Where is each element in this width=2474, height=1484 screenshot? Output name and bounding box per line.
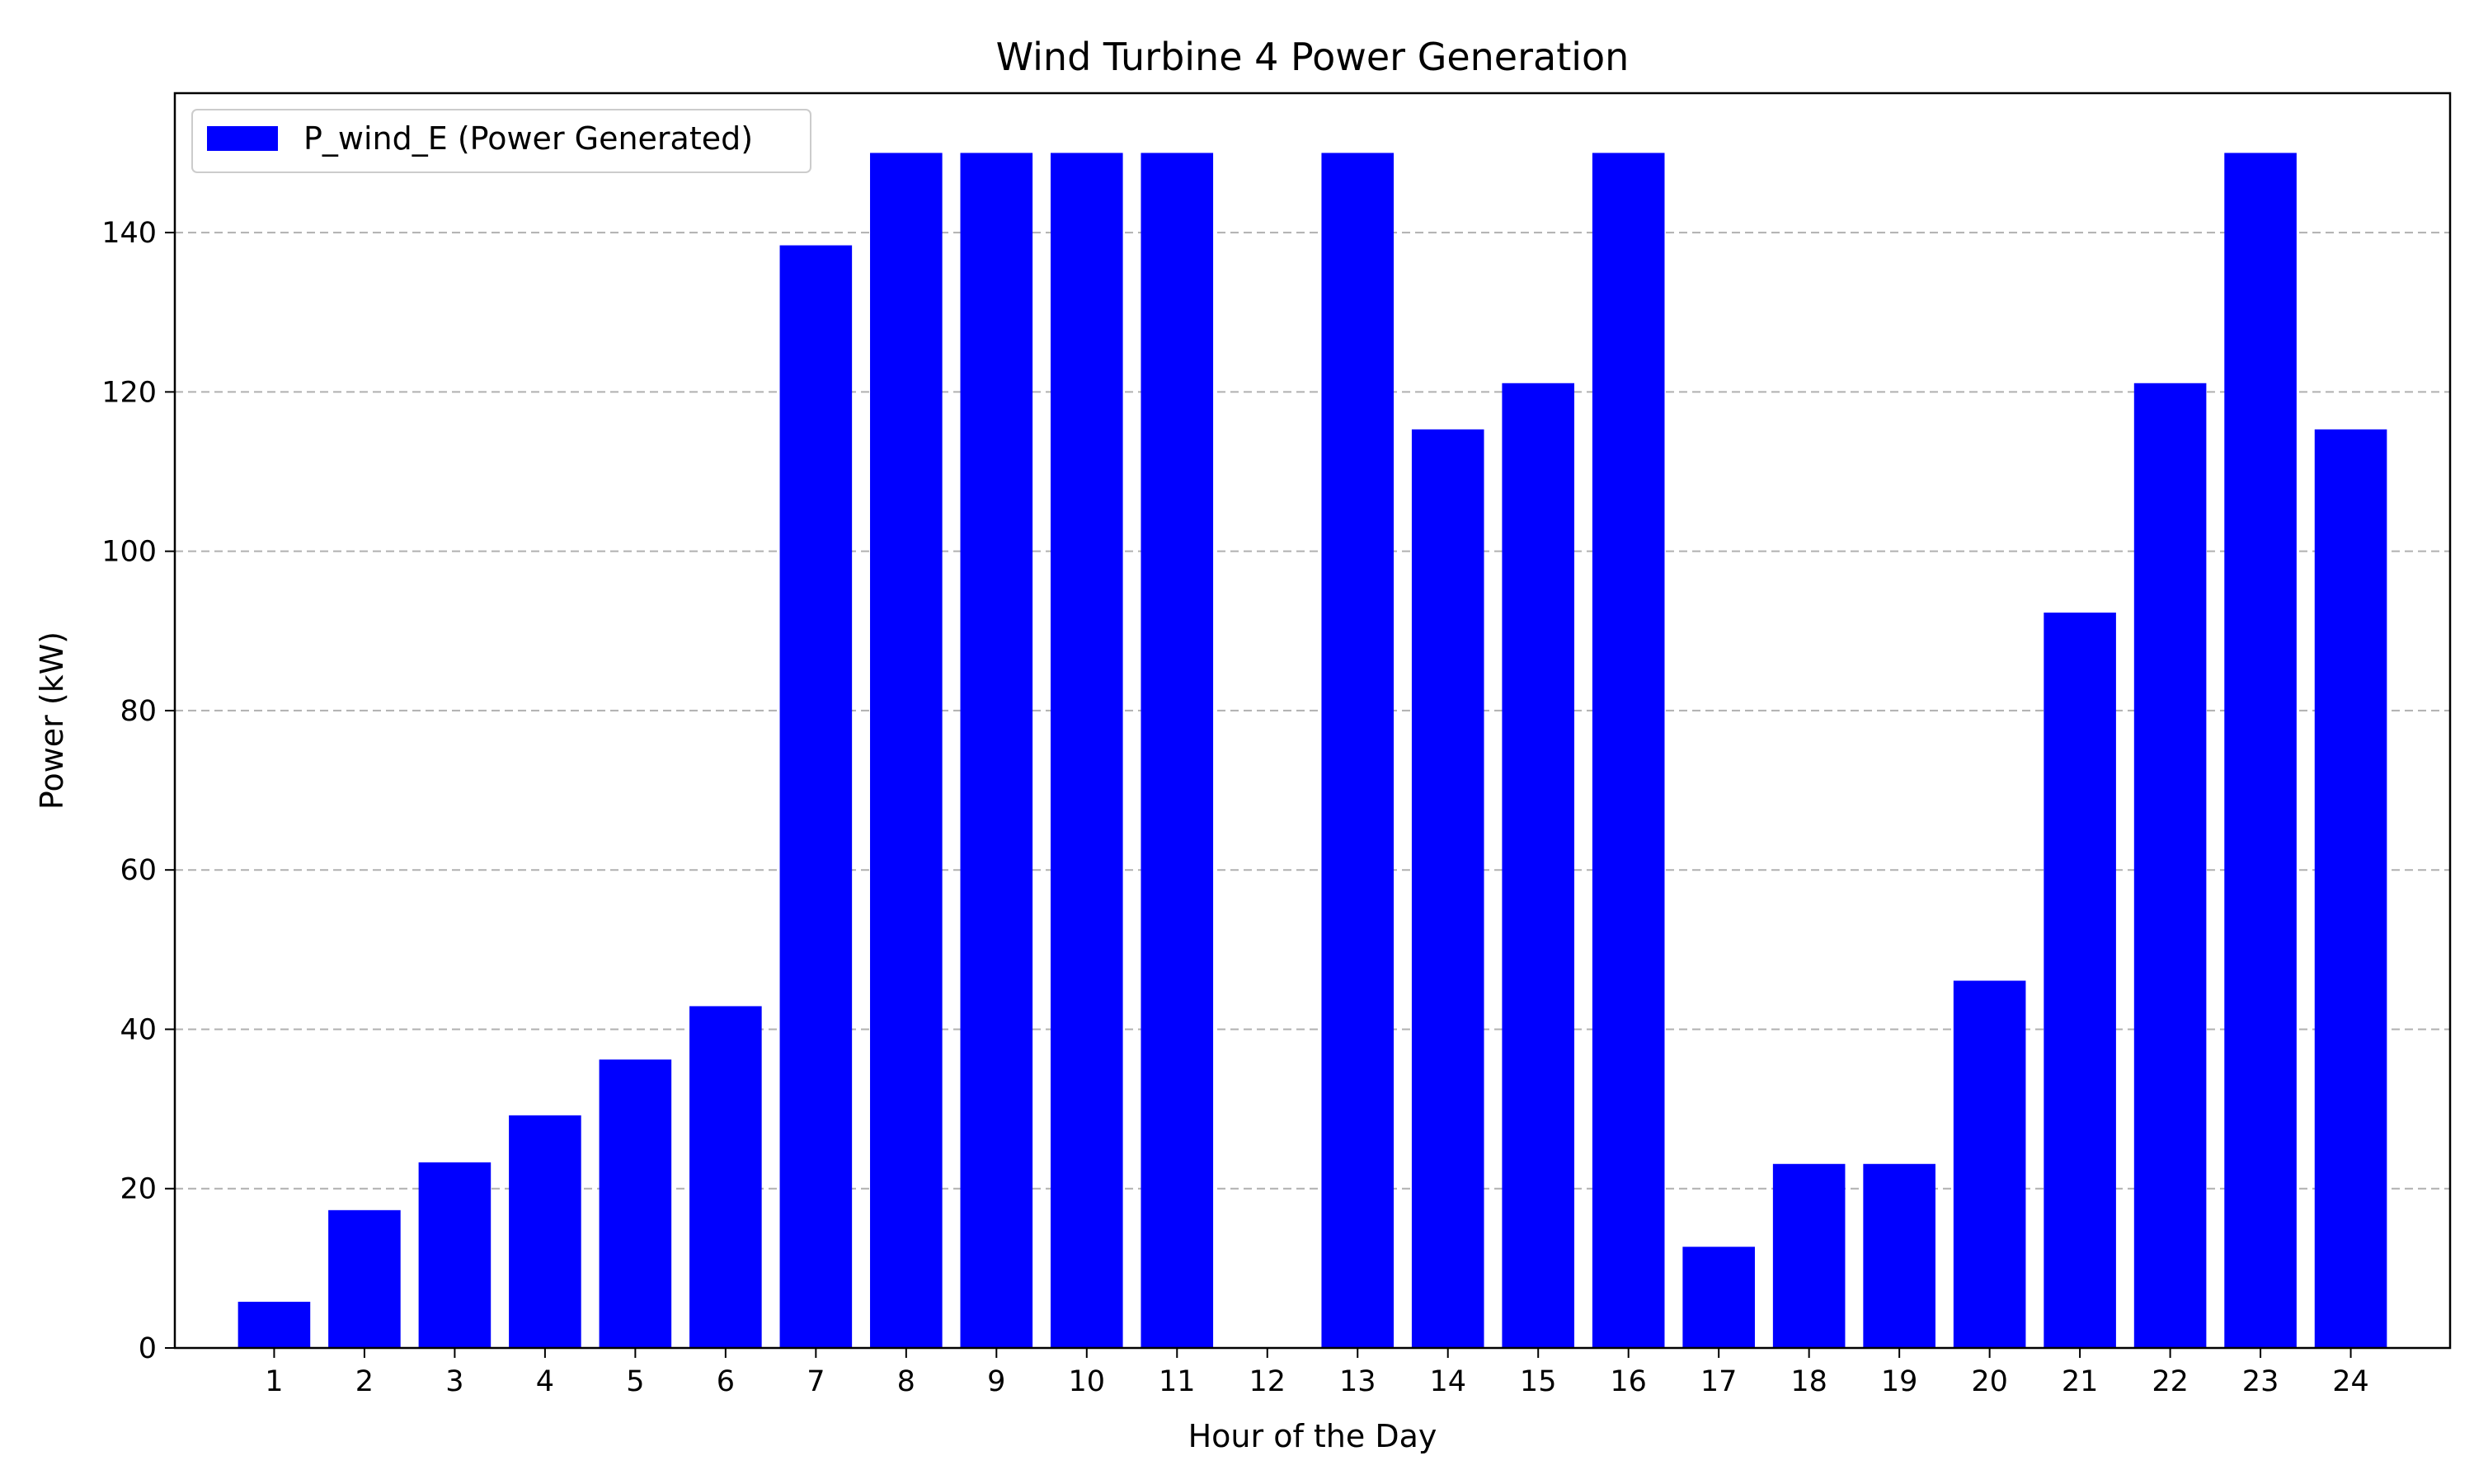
- x-tick-label: 19: [1881, 1365, 1918, 1398]
- bar: [418, 1162, 492, 1348]
- x-tick-label: 15: [1520, 1365, 1557, 1398]
- bar: [1141, 153, 1214, 1348]
- bar: [1050, 153, 1123, 1348]
- x-tick-label: 5: [626, 1365, 644, 1398]
- y-tick-label: 40: [120, 1013, 157, 1046]
- x-tick-label: 7: [807, 1365, 825, 1398]
- bar: [870, 153, 943, 1348]
- x-tick-label: 20: [1971, 1365, 2008, 1398]
- bar: [328, 1209, 401, 1348]
- bar: [1502, 383, 1575, 1348]
- x-tick-label: 10: [1069, 1365, 1106, 1398]
- legend-label: P_wind_E (Power Generated): [303, 120, 753, 157]
- legend-swatch: [207, 126, 278, 151]
- x-tick-label: 4: [536, 1365, 554, 1398]
- bar: [1863, 1163, 1935, 1348]
- x-tick-label: 9: [987, 1365, 1005, 1398]
- x-tick-label: 1: [265, 1365, 283, 1398]
- bar: [779, 245, 853, 1348]
- bar: [2133, 383, 2207, 1348]
- bar: [1953, 980, 2026, 1348]
- bar: [238, 1301, 311, 1348]
- x-tick-label: 12: [1249, 1365, 1286, 1398]
- x-tick-label: 6: [717, 1365, 735, 1398]
- x-tick-label: 17: [1700, 1365, 1738, 1398]
- bar: [2224, 153, 2297, 1348]
- bar: [1682, 1247, 1755, 1348]
- bar: [1772, 1163, 1846, 1348]
- y-tick-label: 100: [101, 536, 157, 569]
- legend: P_wind_E (Power Generated): [191, 109, 811, 173]
- bar: [1411, 429, 1484, 1349]
- x-tick-label: 11: [1159, 1365, 1196, 1398]
- y-axis-ticks: 0 20 40 60 80 100 120 140: [101, 217, 175, 1365]
- bar: [509, 1115, 581, 1348]
- y-tick-label: 140: [101, 217, 157, 250]
- y-axis-label: Power (kW): [34, 632, 70, 810]
- chart-title: Wind Turbine 4 Power Generation: [996, 35, 1630, 79]
- x-axis-label: Hour of the Day: [1188, 1418, 1437, 1454]
- x-tick-label: 3: [445, 1365, 463, 1398]
- y-tick-label: 60: [120, 854, 157, 887]
- plot-frame: [173, 92, 2452, 1350]
- x-tick-label: 13: [1339, 1365, 1376, 1398]
- legend-box: [191, 109, 811, 173]
- y-tick-label: 20: [120, 1173, 157, 1206]
- x-tick-label: 24: [2332, 1365, 2369, 1398]
- bar: [2314, 429, 2387, 1349]
- x-tick-label: 23: [2242, 1365, 2279, 1398]
- bars: [238, 153, 2387, 1349]
- x-tick-label: 2: [355, 1365, 374, 1398]
- bar: [960, 153, 1033, 1348]
- bar: [689, 1006, 762, 1348]
- x-tick-label: 21: [2062, 1365, 2099, 1398]
- bar: [1321, 153, 1395, 1348]
- bar: [599, 1059, 672, 1348]
- y-tick-label: 120: [101, 376, 157, 409]
- x-tick-label: 22: [2152, 1365, 2189, 1398]
- y-tick-label: 0: [139, 1332, 157, 1365]
- bar: [2044, 613, 2116, 1348]
- x-axis-ticks: 1 2 3 4 5 6 7 8 9 10 11 12 13 14 15 16 17 18 19 20 21 22 23 24: [265, 1348, 2369, 1398]
- x-tick-label: 8: [897, 1365, 915, 1398]
- x-tick-label: 14: [1429, 1365, 1466, 1398]
- x-tick-label: 18: [1790, 1365, 1827, 1398]
- bar: [1592, 153, 1665, 1348]
- x-tick-label: 16: [1610, 1365, 1647, 1398]
- y-tick-label: 80: [120, 695, 157, 728]
